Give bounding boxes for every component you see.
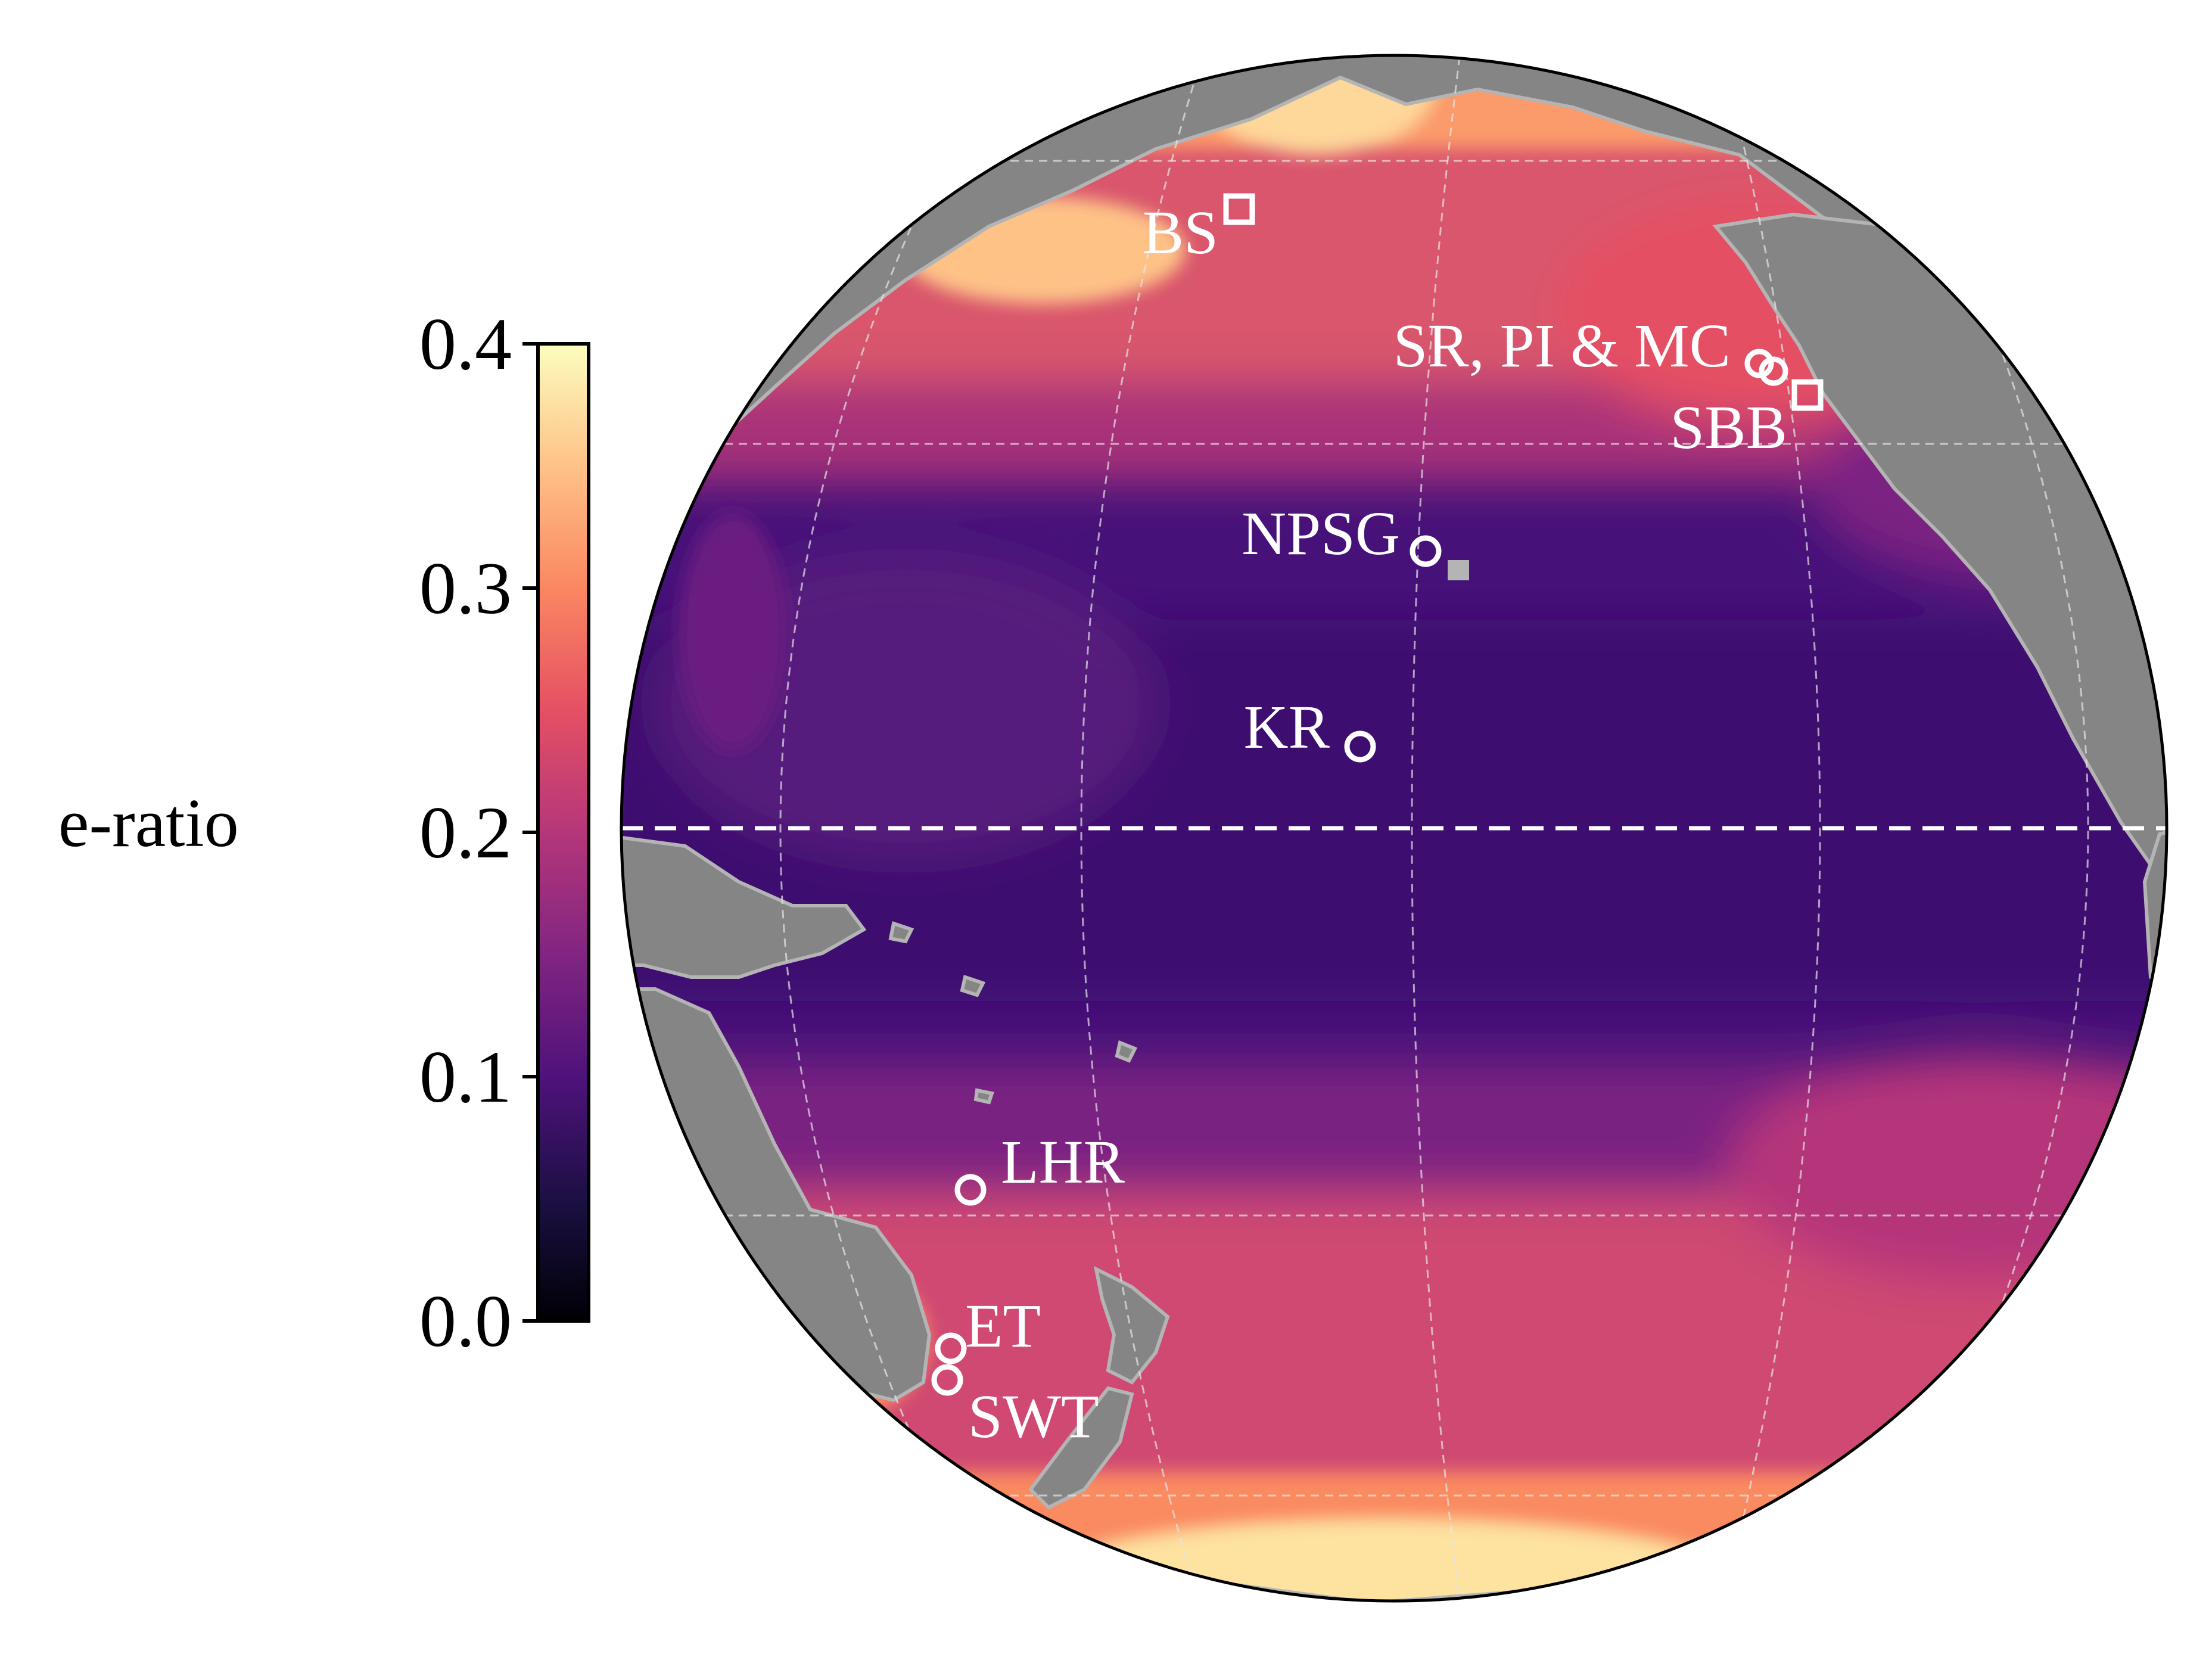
site-markers [931, 193, 1824, 1396]
site-bs-label: BS [1143, 198, 1218, 267]
land-new-zealand-north [1093, 1266, 1170, 1385]
site-et-marker [935, 1332, 967, 1364]
site-kr-label: KR [1244, 693, 1330, 761]
land-new-guinea [621, 832, 867, 979]
colorbar-tick-label: 0.0 [419, 1280, 512, 1362]
site-lhr-marker [954, 1174, 987, 1206]
site-swt-marker [931, 1364, 963, 1396]
land-new-zealand-south [1028, 1386, 1134, 1510]
colorbar-tick-label: 0.2 [419, 792, 512, 873]
globe-outline [620, 54, 2169, 1603]
site-bs-marker [1223, 193, 1255, 225]
colorbar-tick-label: 0.3 [419, 548, 512, 629]
colorbar-tick-label: 0.1 [419, 1036, 512, 1118]
colorbar-ticks: 0.0 0.1 0.2 0.3 0.4 [419, 303, 538, 1362]
site-labels: BS SR, PI & MC SBB NPSG KR LHR ET SWT [965, 198, 1787, 1451]
site-npsg-label: NPSG [1242, 499, 1400, 568]
site-sbb-label: SBB [1670, 393, 1787, 462]
ocean-e-ratio-field [621, 55, 2167, 1601]
land-south-america [2142, 820, 2167, 1029]
site-sr-pi-mc-marker-1 [1744, 349, 1774, 378]
npsg-grey-marker [1448, 560, 1469, 580]
site-et-label: ET [965, 1292, 1041, 1360]
land-small-islands [888, 921, 1138, 1105]
colorbar-label: e-ratio [58, 785, 239, 862]
site-swt-label: SWT [968, 1382, 1099, 1451]
globe-map [620, 54, 2169, 1603]
site-kr-marker [1344, 730, 1376, 763]
colorbar-tick-label: 0.4 [419, 303, 512, 385]
colorbar: 0.0 0.1 0.2 0.3 0.4 e-ratio [58, 303, 590, 1362]
site-sbb-marker [1791, 379, 1824, 411]
graticule [621, 56, 2167, 1601]
site-npsg-marker [1410, 535, 1442, 567]
site-sr-pi-mc-label: SR, PI & MC [1393, 312, 1731, 380]
colorbar-gradient [536, 342, 590, 1323]
site-lhr-label: LHR [1001, 1128, 1125, 1196]
site-sr-pi-mc-marker-2 [1759, 356, 1788, 386]
